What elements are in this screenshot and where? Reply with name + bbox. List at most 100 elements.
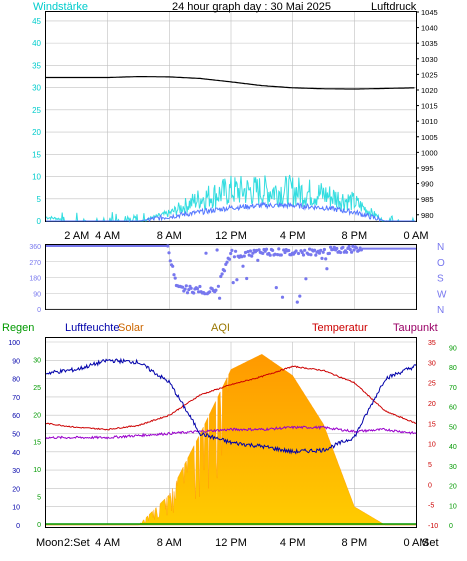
temperature-tick-label: 25	[428, 381, 436, 388]
wind-tick-label: 45	[32, 17, 41, 26]
direction-point	[251, 251, 255, 255]
direction-point	[296, 251, 301, 256]
time-tick-label: 0 AM	[403, 230, 428, 242]
temperature-tick-label: 0	[428, 482, 432, 489]
humidity-tick-label: 20	[12, 486, 20, 493]
direction-point	[208, 290, 212, 294]
direction-point	[282, 248, 286, 252]
humidity-tick-label: 70	[12, 395, 20, 402]
direction-point	[303, 248, 307, 252]
humidity-tick-label: 0	[16, 523, 20, 530]
legend-aqi: AQI	[211, 322, 230, 334]
direction-point	[276, 253, 280, 257]
right-tick-label: 30	[449, 464, 457, 471]
wind-pressure-marks: 0510152025303540459809859909951000100510…	[32, 8, 438, 226]
pressure-tick-label: 1025	[421, 70, 438, 79]
wind-tick-label: 25	[32, 106, 41, 115]
direction-tick-label: 0	[37, 307, 41, 314]
direction-point	[204, 251, 208, 255]
direction-point	[327, 251, 331, 255]
time-tick-label: 4 PM	[280, 537, 306, 549]
pressure-tick-label: 1040	[421, 24, 438, 33]
right-tick-label: 50	[449, 424, 457, 431]
compass-label: N	[437, 305, 444, 316]
direction-point	[274, 286, 278, 290]
direction-point	[231, 281, 235, 285]
direction-point	[248, 249, 252, 253]
temperature-tick-label: 15	[428, 421, 436, 428]
direction-point	[329, 245, 333, 249]
legend-humidity: Luftfeuchte	[65, 322, 119, 334]
direction-point	[240, 255, 244, 259]
direction-point	[280, 295, 285, 299]
direction-tick-label: 360	[29, 244, 41, 251]
moon-label: Moon	[36, 537, 64, 549]
direction-point	[198, 284, 202, 289]
direction-point	[243, 250, 248, 255]
wind-gust-series	[45, 174, 416, 223]
direction-point	[308, 247, 312, 251]
humidity-tick-label: 10	[12, 505, 20, 512]
pressure-tick-label: 995	[421, 164, 434, 173]
rain-tick-label: 15	[33, 440, 41, 447]
climate-panel	[45, 337, 417, 528]
direction-point	[256, 258, 260, 262]
right-tick-label: 60	[449, 405, 457, 412]
time-tick-label: 12 PM	[215, 537, 247, 549]
rain-tick-label: 20	[33, 412, 41, 419]
pressure-tick-label: 1015	[421, 102, 438, 111]
direction-point	[227, 257, 232, 261]
direction-point	[320, 256, 324, 260]
direction-point	[338, 250, 343, 255]
time-tick-label: 0 AM	[403, 537, 428, 549]
pressure-tick-label: 985	[421, 195, 434, 204]
direction-point	[350, 250, 354, 254]
direction-point	[298, 294, 302, 298]
direction-point	[309, 253, 313, 257]
right-tick-label: 90	[449, 345, 457, 352]
direction-point	[203, 292, 207, 296]
wind-tick-label: 5	[37, 195, 42, 204]
wind-pressure-panel	[45, 11, 417, 222]
temperature-tick-label: 5	[428, 462, 432, 469]
pressure-tick-label: 1010	[421, 117, 438, 126]
right-tick-label: 0	[449, 523, 453, 530]
direction-point	[220, 272, 224, 276]
humidity-tick-label: 90	[12, 358, 20, 365]
wind-direction-panel	[45, 244, 417, 310]
pressure-tick-label: 990	[421, 180, 434, 189]
direction-point	[246, 250, 250, 254]
direction-point	[354, 246, 359, 250]
compass-label: S	[437, 274, 444, 285]
direction-point	[279, 253, 283, 257]
direction-point	[317, 251, 322, 255]
direction-point	[321, 250, 325, 254]
direction-point	[335, 246, 339, 251]
direction-point	[268, 253, 272, 257]
direction-point	[261, 251, 265, 255]
moonset-label: Set	[422, 537, 439, 549]
pressure-tick-label: 1000	[421, 148, 438, 157]
temperature-series	[45, 365, 417, 431]
direction-point	[345, 250, 349, 254]
wind-tick-label: 15	[32, 150, 41, 159]
direction-point	[171, 264, 175, 268]
direction-point	[245, 276, 249, 281]
pressure-series	[46, 76, 415, 90]
right-tick-label: 70	[449, 385, 457, 392]
direction-point	[277, 247, 281, 251]
dewpoint-series	[45, 425, 417, 440]
direction-point	[341, 245, 345, 249]
time-tick-label: 2 AM	[64, 230, 89, 242]
direction-point	[215, 248, 219, 252]
direction-point	[257, 248, 261, 252]
pressure-tick-label: 980	[421, 211, 434, 220]
time-tick-label: 4 PM	[280, 230, 306, 242]
direction-point	[189, 286, 193, 290]
direction-point	[242, 254, 246, 258]
direction-point	[187, 288, 191, 292]
direction-point	[216, 284, 220, 288]
rain-tick-label: 0	[37, 522, 41, 529]
direction-point	[271, 248, 275, 252]
